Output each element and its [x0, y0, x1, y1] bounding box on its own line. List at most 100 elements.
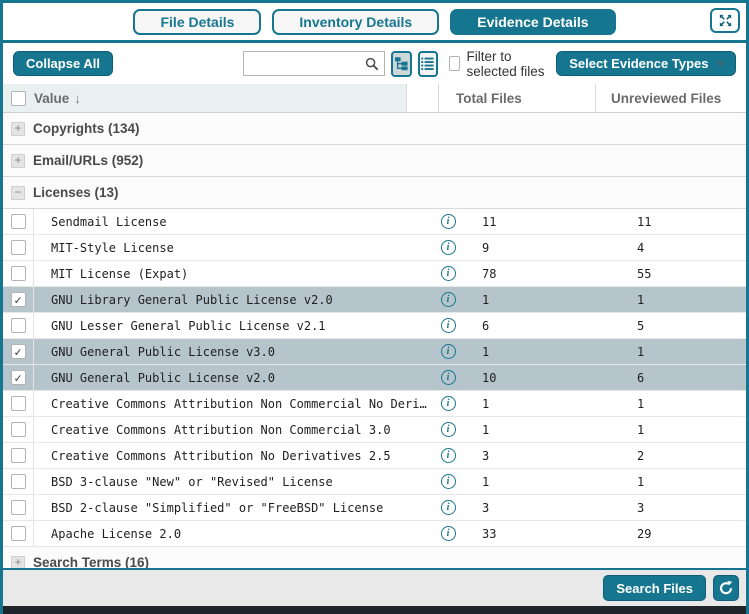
row-checkbox-cell — [3, 209, 34, 234]
row-checkbox[interactable] — [10, 422, 26, 437]
row-checkbox[interactable] — [10, 240, 26, 255]
tab-inventory-details[interactable]: Inventory Details — [272, 8, 440, 35]
evidence-group-row[interactable]: + Copyrights (134) — [3, 113, 746, 145]
evidence-row[interactable]: MIT License (Expat) i 78 55 — [3, 261, 746, 287]
row-checkbox-cell: ✓ — [3, 339, 34, 364]
info-icon[interactable]: i — [440, 240, 456, 255]
info-icon[interactable]: i — [440, 266, 456, 281]
row-checkbox[interactable] — [10, 318, 26, 333]
row-checkbox[interactable]: ✓ — [10, 370, 26, 385]
group-label: Email/URLs (952) — [33, 153, 144, 168]
evidence-row[interactable]: BSD 2-clause "Simplified" or "FreeBSD" L… — [3, 495, 746, 521]
row-checkbox-cell — [3, 391, 34, 416]
search-icon[interactable] — [365, 57, 379, 71]
evidence-row[interactable]: Sendmail License i 11 11 — [3, 209, 746, 235]
evidence-row[interactable]: Creative Commons Attribution Non Commerc… — [3, 391, 746, 417]
row-checkbox[interactable]: ✓ — [10, 344, 26, 359]
info-icon[interactable]: i — [440, 344, 456, 359]
info-cell: i — [432, 396, 464, 411]
unreviewed-files-count: 6 — [637, 370, 645, 385]
evidence-value: GNU Library General Public License v2.0 — [51, 292, 333, 307]
info-cell: i — [432, 474, 464, 489]
select-all-checkbox[interactable] — [11, 90, 26, 106]
list-view-toggle[interactable] — [417, 50, 439, 77]
search-files-button[interactable]: Search Files — [603, 575, 706, 601]
total-files-count: 1 — [482, 396, 490, 411]
info-icon[interactable]: i — [440, 526, 456, 541]
row-checkbox-cell — [3, 261, 34, 286]
row-checkbox-cell — [3, 417, 34, 442]
evidence-value: GNU General Public License v2.0 — [51, 370, 275, 385]
evidence-row[interactable]: Creative Commons Attribution No Derivati… — [3, 443, 746, 469]
evidence-grid: Value ↓ Total Files Unreviewed Files + Co… — [3, 84, 746, 568]
expand-arrows-icon — [718, 13, 733, 28]
search-input[interactable] — [248, 55, 365, 72]
total-files-count: 1 — [482, 292, 490, 307]
info-icon[interactable]: i — [440, 214, 456, 229]
row-checkbox[interactable] — [10, 396, 26, 411]
info-icon[interactable]: i — [440, 318, 456, 333]
row-checkbox-cell — [3, 521, 34, 546]
filter-checkbox[interactable] — [449, 56, 461, 71]
unreviewed-files-count: 1 — [637, 422, 645, 437]
expand-toggle-icon[interactable]: + — [11, 121, 25, 136]
info-icon[interactable]: i — [440, 474, 456, 489]
total-files-column-header[interactable]: Total Files — [439, 84, 596, 112]
evidence-row[interactable]: ✓ GNU Library General Public License v2.0… — [3, 287, 746, 313]
row-checkbox-cell — [3, 443, 34, 468]
unreviewed-files-count: 1 — [637, 292, 645, 307]
tab-file-details[interactable]: File Details — [133, 8, 262, 35]
evidence-row[interactable]: Apache License 2.0 i 33 29 — [3, 521, 746, 547]
evidence-row[interactable]: BSD 3-clause "New" or "Revised" License i… — [3, 469, 746, 495]
info-icon[interactable]: i — [440, 292, 456, 307]
row-checkbox[interactable] — [10, 266, 26, 281]
row-checkbox[interactable]: ✓ — [10, 292, 26, 307]
info-icon[interactable]: i — [440, 422, 456, 437]
tree-view-toggle[interactable] — [390, 50, 412, 77]
info-icon[interactable]: i — [440, 370, 456, 385]
unreviewed-files-count: 1 — [637, 344, 645, 359]
tree-view-icon — [394, 56, 409, 71]
filter-to-selected-files[interactable]: Filter to selected files — [449, 49, 556, 79]
select-evidence-types-label: Select Evidence Types — [569, 56, 709, 71]
collapse-toggle-icon[interactable]: − — [11, 185, 25, 200]
refresh-button[interactable] — [713, 575, 739, 601]
info-cell: i — [432, 526, 464, 541]
maximize-button[interactable] — [710, 8, 740, 33]
evidence-group-row[interactable]: + Search Terms (16) — [3, 547, 746, 568]
evidence-group-row[interactable]: + Email/URLs (952) — [3, 145, 746, 177]
evidence-value: Apache License 2.0 — [51, 526, 182, 541]
total-files-count: 78 — [482, 266, 497, 281]
select-evidence-types-button[interactable]: Select Evidence Types ▾ — [556, 51, 737, 76]
unreviewed-files-count: 3 — [637, 500, 645, 515]
footer-bar: Search Files — [3, 568, 746, 606]
evidence-row[interactable]: ✓ GNU General Public License v2.0 i 10 6 — [3, 365, 746, 391]
row-checkbox-cell — [3, 235, 34, 260]
unreviewed-files-column-header[interactable]: Unreviewed Files — [611, 90, 722, 106]
info-icon[interactable]: i — [440, 500, 456, 515]
evidence-row[interactable]: GNU Lesser General Public License v2.1 i 6… — [3, 313, 746, 339]
evidence-row[interactable]: Creative Commons Attribution Non Commerc… — [3, 417, 746, 443]
row-checkbox[interactable] — [10, 214, 26, 229]
row-checkbox[interactable] — [10, 500, 26, 515]
info-cell: i — [432, 266, 464, 281]
expand-toggle-icon[interactable]: + — [11, 153, 25, 168]
evidence-row[interactable]: ✓ GNU General Public License v3.0 i 1 1 — [3, 339, 746, 365]
value-column-header[interactable]: Value ↓ — [3, 84, 407, 112]
row-checkbox[interactable] — [10, 474, 26, 489]
expand-toggle-icon[interactable]: + — [11, 555, 25, 568]
row-checkbox[interactable] — [10, 526, 26, 541]
info-icon[interactable]: i — [440, 396, 456, 411]
evidence-toolbar: Collapse All — [3, 43, 746, 84]
info-cell: i — [432, 500, 464, 515]
evidence-value: GNU General Public License v3.0 — [51, 344, 275, 359]
tab-evidence-details[interactable]: Evidence Details — [450, 8, 616, 35]
info-cell: i — [432, 344, 464, 359]
evidence-row[interactable]: MIT-Style License i 9 4 — [3, 235, 746, 261]
sort-descending-icon[interactable]: ↓ — [74, 90, 81, 106]
row-checkbox[interactable] — [10, 448, 26, 463]
total-files-count: 1 — [482, 344, 490, 359]
info-icon[interactable]: i — [440, 448, 456, 463]
evidence-group-row[interactable]: − Licenses (13) — [3, 177, 746, 209]
collapse-all-button[interactable]: Collapse All — [13, 51, 113, 76]
